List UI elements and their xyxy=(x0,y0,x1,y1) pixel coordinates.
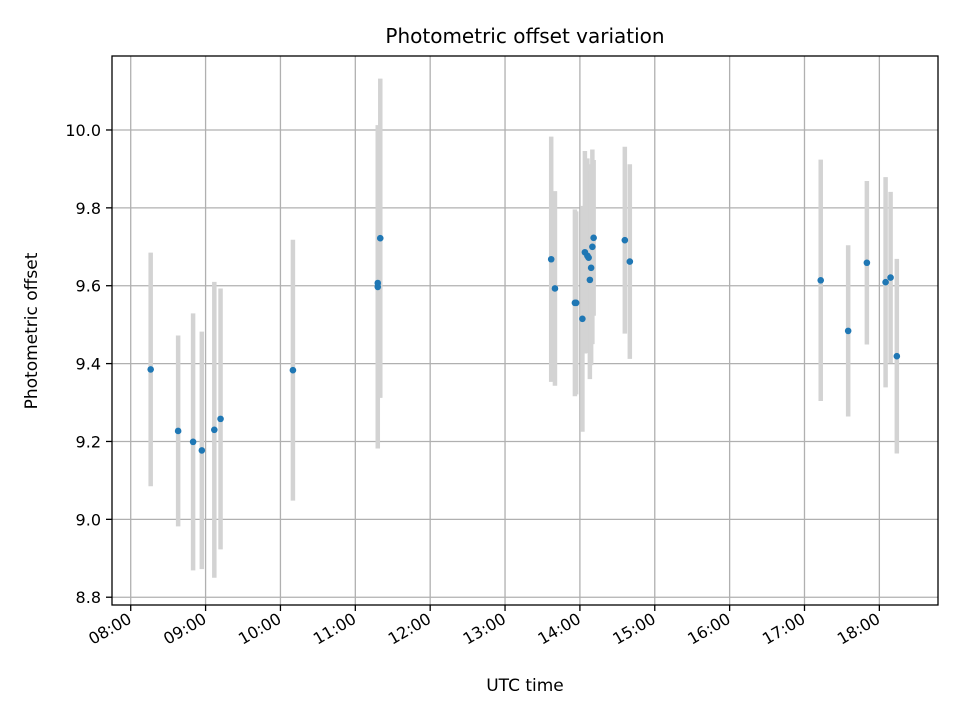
data-point xyxy=(893,352,901,360)
data-point xyxy=(289,366,297,374)
y-tick-label: 9.0 xyxy=(76,510,101,529)
plot-frame xyxy=(111,55,939,606)
data-point xyxy=(211,426,218,434)
data-point xyxy=(374,283,382,291)
data-point xyxy=(887,274,894,281)
data-point xyxy=(863,259,871,267)
data-point xyxy=(590,234,597,242)
data-point xyxy=(626,258,634,265)
data-point xyxy=(189,438,197,446)
data-point xyxy=(551,285,559,292)
data-point xyxy=(585,254,592,261)
y-tick-label: 10.0 xyxy=(65,121,101,140)
y-axis-label: Photometric offset xyxy=(22,252,42,409)
data-point xyxy=(621,236,629,244)
grid xyxy=(112,56,938,605)
data-point xyxy=(147,366,154,373)
y-tick-label: 9.8 xyxy=(76,199,101,218)
data-point xyxy=(376,234,384,242)
y-tick-label: 9.2 xyxy=(76,432,101,451)
y-tick-label: 9.6 xyxy=(76,277,101,296)
data-point xyxy=(586,276,594,284)
y-axis: 8.8 9.0 9.2 9.4 9.6 9.8 10.0 xyxy=(65,121,112,607)
data-point xyxy=(198,447,206,454)
data-point xyxy=(547,255,555,263)
data-point xyxy=(882,278,889,286)
y-tick-label: 9.4 xyxy=(76,355,101,374)
markers xyxy=(147,234,901,454)
data-point xyxy=(844,327,852,335)
data-point xyxy=(174,427,182,435)
data-point xyxy=(217,415,224,423)
data-point xyxy=(572,299,580,307)
chart-title: Photometric offset variation xyxy=(385,24,664,48)
y-tick-label: 8.8 xyxy=(76,588,101,607)
data-point xyxy=(579,315,586,323)
data-point xyxy=(589,243,596,251)
x-axis-label: UTC time xyxy=(486,676,564,696)
data-point xyxy=(817,276,825,284)
data-point xyxy=(587,264,595,272)
